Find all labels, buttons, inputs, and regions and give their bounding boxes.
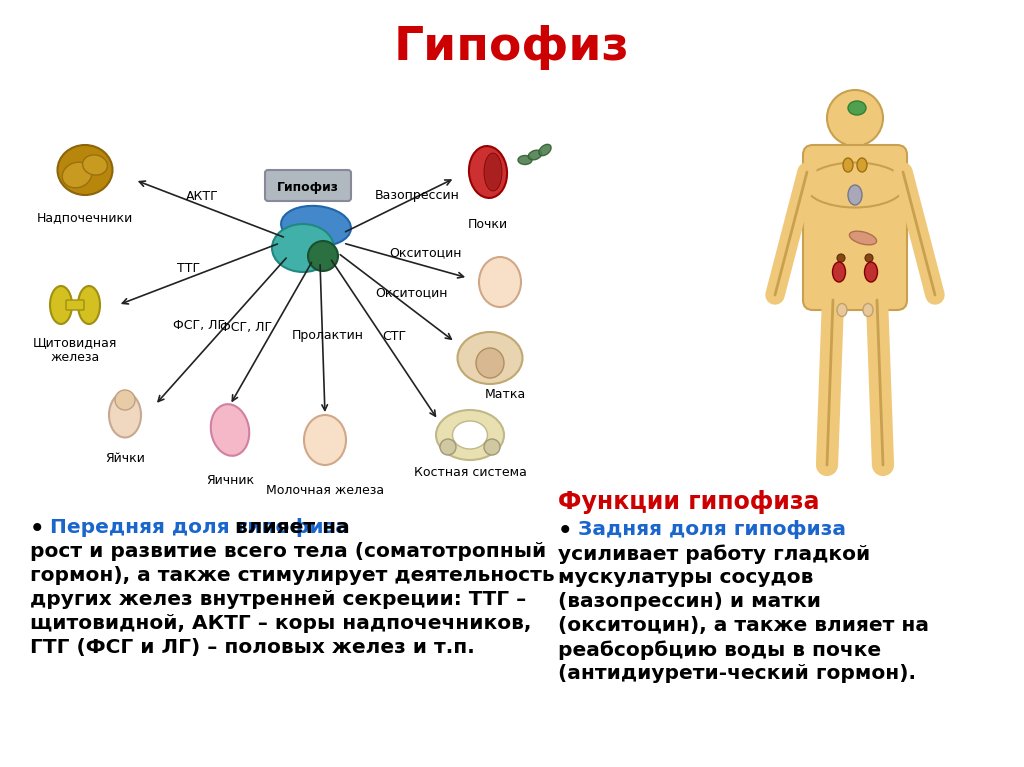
Ellipse shape — [518, 156, 532, 164]
Text: Пролактин: Пролактин — [292, 329, 364, 342]
Ellipse shape — [272, 224, 334, 272]
Text: мускулатуры сосудов: мускулатуры сосудов — [558, 568, 813, 587]
Ellipse shape — [109, 393, 141, 437]
Ellipse shape — [805, 163, 905, 208]
Text: Яйчки: Яйчки — [105, 452, 145, 465]
Circle shape — [827, 90, 883, 146]
Ellipse shape — [50, 286, 72, 324]
Ellipse shape — [857, 158, 867, 172]
Text: других желез внутренней секреции: ТТГ –: других желез внутренней секреции: ТТГ – — [30, 590, 526, 609]
Ellipse shape — [78, 286, 100, 324]
Text: (антидиурети-ческий гормон).: (антидиурети-ческий гормон). — [558, 664, 916, 683]
Circle shape — [115, 390, 135, 410]
Text: Яичник: Яичник — [206, 473, 254, 486]
Ellipse shape — [83, 155, 108, 175]
Text: Окситоцин: Окситоцин — [389, 246, 462, 259]
Ellipse shape — [458, 332, 522, 384]
Text: (окситоцин), а также влияет на: (окситоцин), а также влияет на — [558, 616, 929, 635]
Bar — [846, 137, 864, 155]
Ellipse shape — [849, 231, 877, 245]
Ellipse shape — [528, 150, 542, 160]
Ellipse shape — [282, 206, 351, 246]
Ellipse shape — [863, 304, 873, 317]
Ellipse shape — [469, 146, 507, 198]
Ellipse shape — [837, 304, 847, 317]
Circle shape — [484, 439, 500, 455]
Text: усиливает работу гладкой: усиливает работу гладкой — [558, 544, 870, 564]
Ellipse shape — [57, 145, 113, 195]
Ellipse shape — [453, 421, 487, 449]
Text: (вазопрессин) и матки: (вазопрессин) и матки — [558, 592, 821, 611]
Ellipse shape — [843, 158, 853, 172]
Text: ГТГ (ФСГ и ЛГ) – половых желез и т.п.: ГТГ (ФСГ и ЛГ) – половых желез и т.п. — [30, 638, 475, 657]
Text: Молочная железа: Молочная железа — [266, 483, 384, 496]
Ellipse shape — [436, 410, 504, 460]
Text: Гипофиз: Гипофиз — [278, 182, 339, 195]
FancyBboxPatch shape — [803, 145, 907, 310]
Text: щитовидной, АКТГ – коры надпочечников,: щитовидной, АКТГ – коры надпочечников, — [30, 614, 531, 633]
Text: Функции гипофиза: Функции гипофиза — [558, 490, 819, 514]
Ellipse shape — [864, 262, 878, 282]
Ellipse shape — [479, 257, 521, 307]
Text: Костная система: Костная система — [414, 466, 526, 479]
FancyBboxPatch shape — [66, 300, 84, 310]
Ellipse shape — [837, 254, 845, 262]
Ellipse shape — [848, 101, 866, 115]
Text: гормон), а также стимулирует деятельность: гормон), а также стимулирует деятельност… — [30, 566, 555, 585]
Text: реабсорбцию воды в почке: реабсорбцию воды в почке — [558, 640, 881, 660]
Text: Почки: Почки — [468, 219, 508, 232]
Text: ТТГ: ТТГ — [177, 262, 201, 275]
Text: АКТГ: АКТГ — [186, 190, 219, 203]
Text: Передняя доля гипофиза: Передняя доля гипофиза — [50, 518, 349, 537]
Text: Вазопрессин: Вазопрессин — [375, 189, 460, 202]
Ellipse shape — [539, 144, 551, 156]
Text: Гипофиз: Гипофиз — [394, 25, 630, 71]
Text: СТГ: СТГ — [382, 330, 407, 343]
Text: рост и развитие всего тела (соматотропный: рост и развитие всего тела (соматотропны… — [30, 542, 546, 561]
Ellipse shape — [833, 262, 846, 282]
Ellipse shape — [62, 162, 92, 188]
Ellipse shape — [308, 241, 338, 271]
Text: Щитовидная
железа: Щитовидная железа — [33, 336, 117, 364]
Ellipse shape — [865, 254, 873, 262]
Text: •: • — [558, 520, 572, 543]
Ellipse shape — [484, 153, 502, 191]
Ellipse shape — [848, 185, 862, 205]
Text: Матка: Матка — [484, 389, 525, 401]
Circle shape — [440, 439, 456, 455]
Ellipse shape — [304, 415, 346, 465]
Text: Задняя доля гипофиза: Задняя доля гипофиза — [578, 520, 846, 539]
Ellipse shape — [211, 404, 249, 456]
Text: •: • — [30, 518, 44, 541]
Ellipse shape — [476, 348, 504, 378]
FancyBboxPatch shape — [265, 170, 351, 201]
Text: ФСГ, ЛГ: ФСГ, ЛГ — [173, 319, 225, 332]
Text: Окситоцин: Окситоцин — [375, 286, 447, 299]
Text: влияет на: влияет на — [228, 518, 350, 537]
Text: ФСГ, ЛГ: ФСГ, ЛГ — [220, 321, 272, 334]
Text: Надпочечники: Надпочечники — [37, 212, 133, 225]
